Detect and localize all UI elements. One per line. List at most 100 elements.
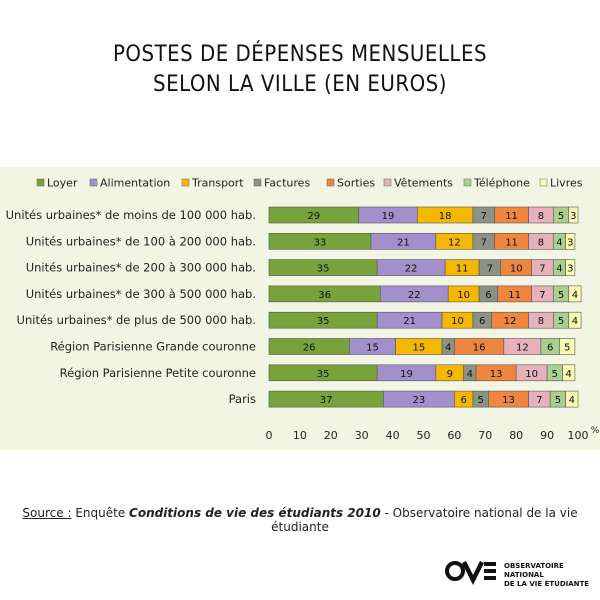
data-label-transport: 15 bbox=[412, 343, 425, 354]
data-label-alimentation: 19 bbox=[400, 369, 413, 380]
x-tick-label: 40 bbox=[386, 429, 400, 442]
data-label-vetements: 8 bbox=[538, 211, 544, 222]
legend-label-alimentation: Alimentation bbox=[100, 177, 170, 190]
data-label-livres: 3 bbox=[567, 237, 573, 248]
data-label-loyer: 26 bbox=[303, 343, 316, 354]
legend-swatch-transport bbox=[181, 178, 190, 187]
data-label-alimentation: 21 bbox=[403, 316, 416, 327]
logo-line2: DE LA VIE ÉTUDIANTE bbox=[504, 580, 590, 588]
legend-swatch-alimentation bbox=[89, 178, 98, 187]
data-label-vetements: 7 bbox=[539, 290, 545, 301]
data-label-alimentation: 15 bbox=[366, 343, 379, 354]
data-label-sorties: 11 bbox=[508, 290, 521, 301]
x-tick-label: 60 bbox=[447, 429, 461, 442]
source-label: Source : bbox=[22, 506, 72, 520]
category-label: Unités urbaines* de moins de 100 000 hab… bbox=[6, 208, 256, 222]
bar-segment-livres bbox=[568, 311, 582, 329]
x-tick-label: 80 bbox=[509, 429, 523, 442]
logo-line1: OBSERVATOIRE NATIONAL bbox=[504, 562, 564, 579]
category-label: Unités urbaines* de 200 à 300 000 hab. bbox=[26, 261, 256, 275]
bar-segment-livres bbox=[559, 338, 576, 355]
category-label: Unités urbaines* de plus de 500 000 hab. bbox=[17, 313, 256, 327]
data-label-alimentation: 19 bbox=[382, 211, 395, 222]
data-label-telephone: 5 bbox=[552, 369, 558, 380]
legend-label-vetements: Vêtements bbox=[394, 177, 453, 190]
chart-title-line2: SELON LA VILLE (EN EUROS) bbox=[153, 72, 447, 97]
legend-swatch-livres bbox=[539, 178, 548, 187]
data-label-livres: 4 bbox=[569, 395, 575, 406]
data-label-transport: 10 bbox=[451, 316, 464, 327]
data-label-loyer: 35 bbox=[317, 264, 330, 275]
x-axis-unit: % bbox=[591, 426, 600, 436]
data-label-telephone: 5 bbox=[558, 290, 564, 301]
source-prefix: Enquête bbox=[71, 506, 130, 520]
bar-segment-livres bbox=[562, 364, 576, 382]
chart-title-line1: POSTES DE DÉPENSES MENSUELLES bbox=[112, 42, 488, 67]
data-label-vetements: 8 bbox=[538, 237, 544, 248]
data-label-sorties: 11 bbox=[505, 211, 518, 222]
data-label-transport: 12 bbox=[448, 237, 461, 248]
data-label-vetements: 7 bbox=[539, 264, 545, 275]
data-label-factures: 7 bbox=[481, 211, 487, 222]
bar-segment-livres bbox=[565, 390, 579, 408]
x-tick-label: 100 bbox=[568, 429, 589, 442]
data-label-transport: 18 bbox=[439, 211, 452, 222]
data-label-loyer: 35 bbox=[317, 369, 330, 380]
data-label-factures: 7 bbox=[481, 237, 487, 248]
legend-label-loyer: Loyer bbox=[47, 177, 78, 190]
data-label-factures: 4 bbox=[445, 343, 451, 354]
category-label: Unités urbaines* de 100 à 200 000 hab. bbox=[26, 234, 256, 248]
data-label-loyer: 33 bbox=[314, 237, 327, 248]
data-label-telephone: 6 bbox=[547, 343, 553, 354]
data-label-vetements: 7 bbox=[536, 395, 542, 406]
ove-logo: OBSERVATOIRE NATIONAL DE LA VIE ÉTUDIANT… bbox=[444, 552, 594, 588]
data-label-livres: 3 bbox=[567, 264, 573, 275]
data-label-factures: 7 bbox=[487, 264, 493, 275]
data-label-alimentation: 22 bbox=[405, 264, 418, 275]
data-label-telephone: 5 bbox=[555, 395, 561, 406]
x-tick-label: 30 bbox=[355, 429, 369, 442]
ove-logo-icon bbox=[445, 560, 496, 586]
data-label-sorties: 11 bbox=[505, 237, 518, 248]
data-label-transport: 9 bbox=[447, 369, 453, 380]
bar-segment-livres bbox=[568, 285, 582, 303]
data-label-alimentation: 23 bbox=[412, 395, 425, 406]
legend-swatch-sorties bbox=[326, 178, 335, 187]
data-label-telephone: 4 bbox=[556, 264, 562, 275]
data-label-telephone: 5 bbox=[558, 211, 564, 222]
data-label-factures: 5 bbox=[477, 395, 483, 406]
legend-swatch-telephone bbox=[463, 178, 472, 187]
x-tick-label: 0 bbox=[266, 429, 273, 442]
data-label-sorties: 10 bbox=[510, 264, 523, 275]
data-label-sorties: 13 bbox=[490, 369, 503, 380]
data-label-factures: 6 bbox=[485, 290, 491, 301]
data-label-livres: 4 bbox=[566, 369, 572, 380]
x-tick-label: 20 bbox=[324, 429, 338, 442]
data-label-factures: 4 bbox=[467, 369, 473, 380]
legend-swatch-vetements bbox=[383, 178, 392, 187]
data-label-transport: 11 bbox=[456, 264, 469, 275]
data-label-telephone: 5 bbox=[558, 316, 564, 327]
category-label: Région Parisienne Grande couronne bbox=[50, 340, 256, 354]
legend-swatch-loyer bbox=[36, 178, 45, 187]
chart-panel: Loyer Alimentation Transport Factures Sortie… bbox=[0, 167, 600, 450]
data-label-alimentation: 22 bbox=[408, 290, 421, 301]
data-label-transport: 10 bbox=[457, 290, 470, 301]
category-label: Unités urbaines* de 300 à 500 000 hab. bbox=[26, 287, 256, 301]
legend-label-sorties: Sorties bbox=[337, 177, 375, 190]
x-tick-label: 10 bbox=[293, 429, 307, 442]
data-label-loyer: 36 bbox=[318, 290, 331, 301]
x-tick-label: 90 bbox=[540, 429, 554, 442]
x-tick-label: 50 bbox=[417, 429, 431, 442]
data-label-livres: 4 bbox=[572, 316, 578, 327]
source-note: Source : Enquête Conditions de vie des é… bbox=[0, 506, 600, 534]
data-label-vetements: 8 bbox=[538, 316, 544, 327]
data-label-sorties: 13 bbox=[502, 395, 515, 406]
bar-segment-livres bbox=[565, 233, 576, 250]
source-publication: Conditions de vie des étudiants 2010 bbox=[129, 506, 381, 520]
bar-segment-livres bbox=[568, 206, 579, 224]
data-label-factures: 6 bbox=[479, 316, 485, 327]
x-tick-label: 70 bbox=[478, 429, 492, 442]
data-label-loyer: 37 bbox=[320, 395, 333, 406]
data-label-livres: 4 bbox=[572, 290, 578, 301]
